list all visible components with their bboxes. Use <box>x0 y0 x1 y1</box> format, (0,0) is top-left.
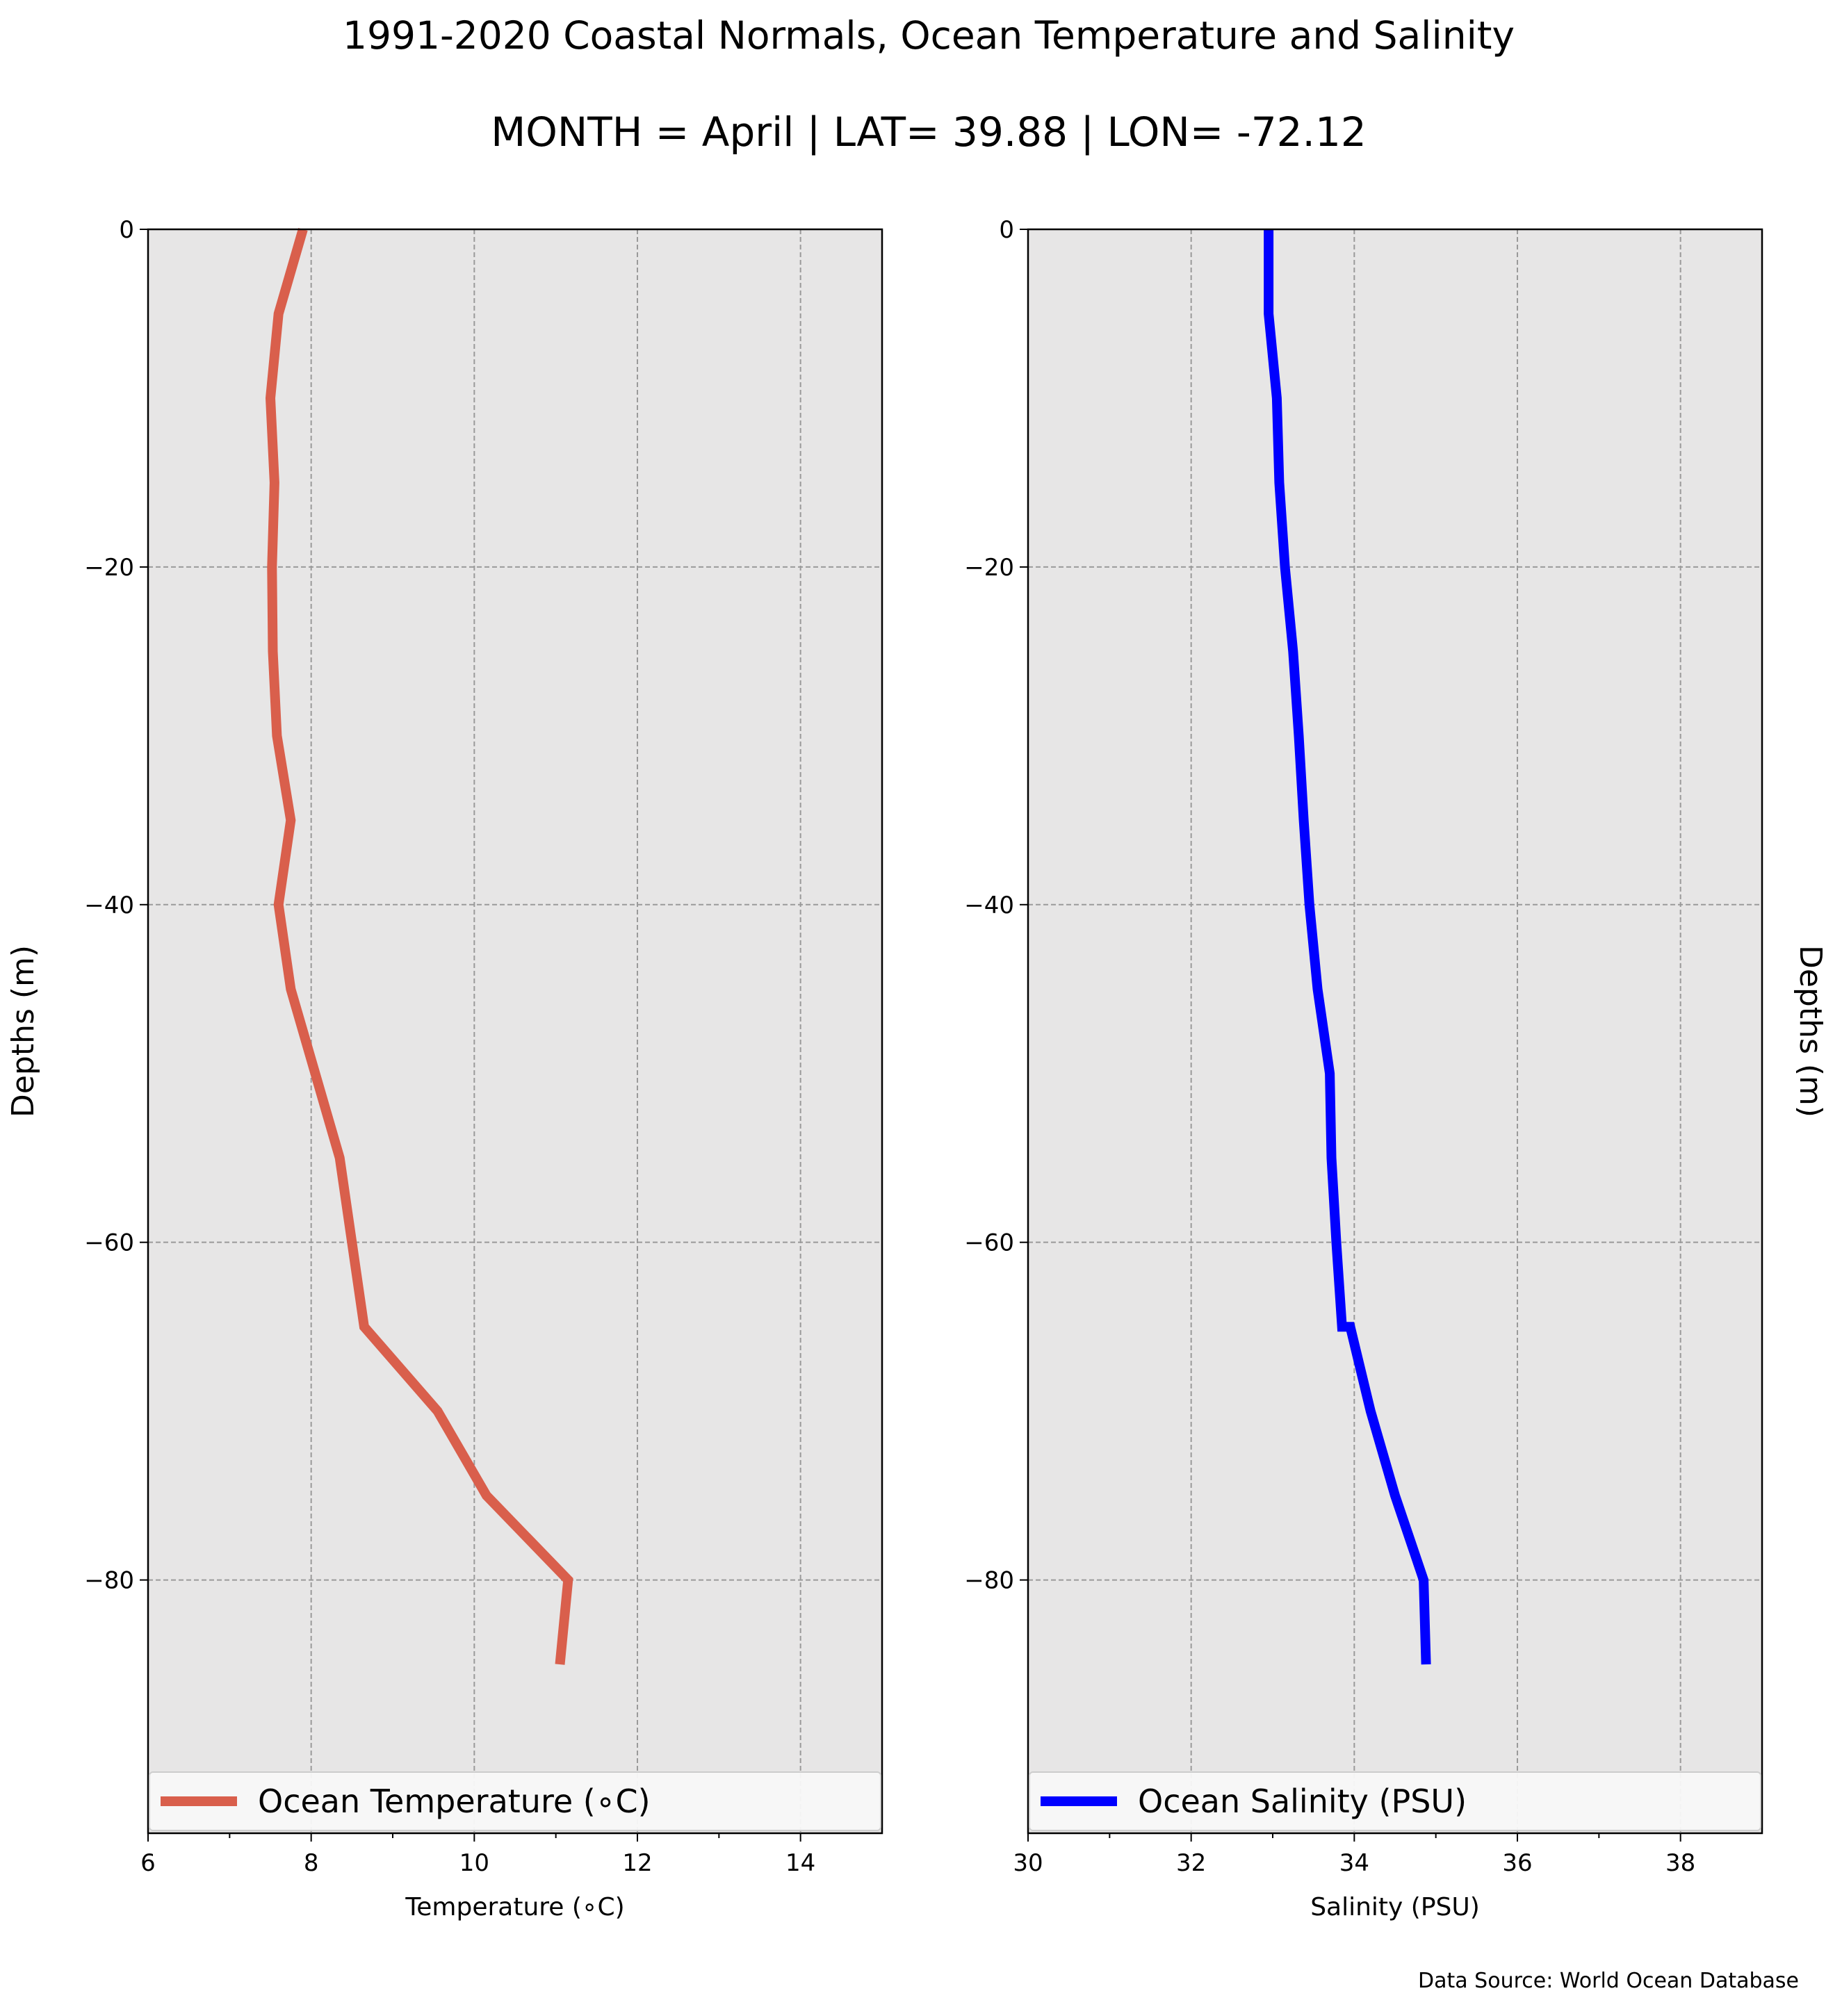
salinity-plot-area <box>1028 229 1762 1833</box>
temperature-x-axis-label: Temperature (∘C) <box>405 1893 624 1921</box>
temperature-x-tick-label: 12 <box>622 1849 652 1877</box>
temperature-series-line <box>265 228 573 1665</box>
temperature-y-tick-label: −20 <box>84 554 134 582</box>
salinity-x-tick-label: 32 <box>1176 1849 1206 1877</box>
salinity-x-axis-label: Salinity (PSU) <box>1310 1893 1480 1921</box>
salinity-y-tick-label: 0 <box>999 216 1014 244</box>
data-source-note: Data Source: World Ocean Database <box>1418 1969 1799 1993</box>
salinity-legend-label: Ocean Salinity (PSU) <box>1138 1783 1467 1820</box>
salinity-x-tick-label: 38 <box>1665 1849 1695 1877</box>
salinity-y-axis-label: Depths (m) <box>1793 945 1828 1117</box>
temperature-y-axis-label: Depths (m) <box>6 945 41 1117</box>
figure-subtitle: MONTH = April | LAT= 39.88 | LON= -72.12 <box>491 108 1367 156</box>
salinity-legend-box <box>1029 1771 1761 1831</box>
temperature-x-tick-label: 6 <box>140 1849 156 1877</box>
salinity-axes-frame <box>1027 228 1763 1835</box>
temperature-x-tick-label: 8 <box>304 1849 319 1877</box>
salinity-y-tick-label: −80 <box>964 1567 1014 1595</box>
salinity-x-tick-label: 36 <box>1502 1849 1532 1877</box>
salinity-y-tick-label: −20 <box>964 554 1014 582</box>
salinity-series-line <box>1264 229 1431 1665</box>
temperature-y-tick-label: −80 <box>84 1567 134 1595</box>
salinity-y-tick-label: −60 <box>964 1229 1014 1257</box>
salinity-panel: 30 32 34 36 38 0 −20 −40 −60 −80 Ocean Salinity (P… <box>964 216 1828 1921</box>
temperature-axes-frame <box>147 228 883 1835</box>
salinity-y-tick-label: −40 <box>964 892 1014 919</box>
temperature-legend-label: Ocean Temperature (∘C) <box>258 1783 651 1820</box>
temperature-legend-box <box>149 1771 881 1831</box>
temperature-panel: 6 8 10 12 14 0 −20 −40 −60 −80 Ocean Temperature (… <box>6 216 883 1921</box>
temperature-plot-area <box>148 229 882 1833</box>
temperature-y-tick-label: −40 <box>84 892 134 919</box>
figure-title: 1991-2020 Coastal Normals, Ocean Tempera… <box>343 13 1515 58</box>
salinity-x-tick-label: 34 <box>1339 1849 1369 1877</box>
temperature-x-tick-label: 10 <box>459 1849 489 1877</box>
salinity-x-tick-label: 30 <box>1013 1849 1043 1877</box>
temperature-y-tick-label: 0 <box>119 216 134 244</box>
temperature-x-tick-label: 14 <box>785 1849 815 1877</box>
temperature-y-tick-label: −60 <box>84 1229 134 1257</box>
